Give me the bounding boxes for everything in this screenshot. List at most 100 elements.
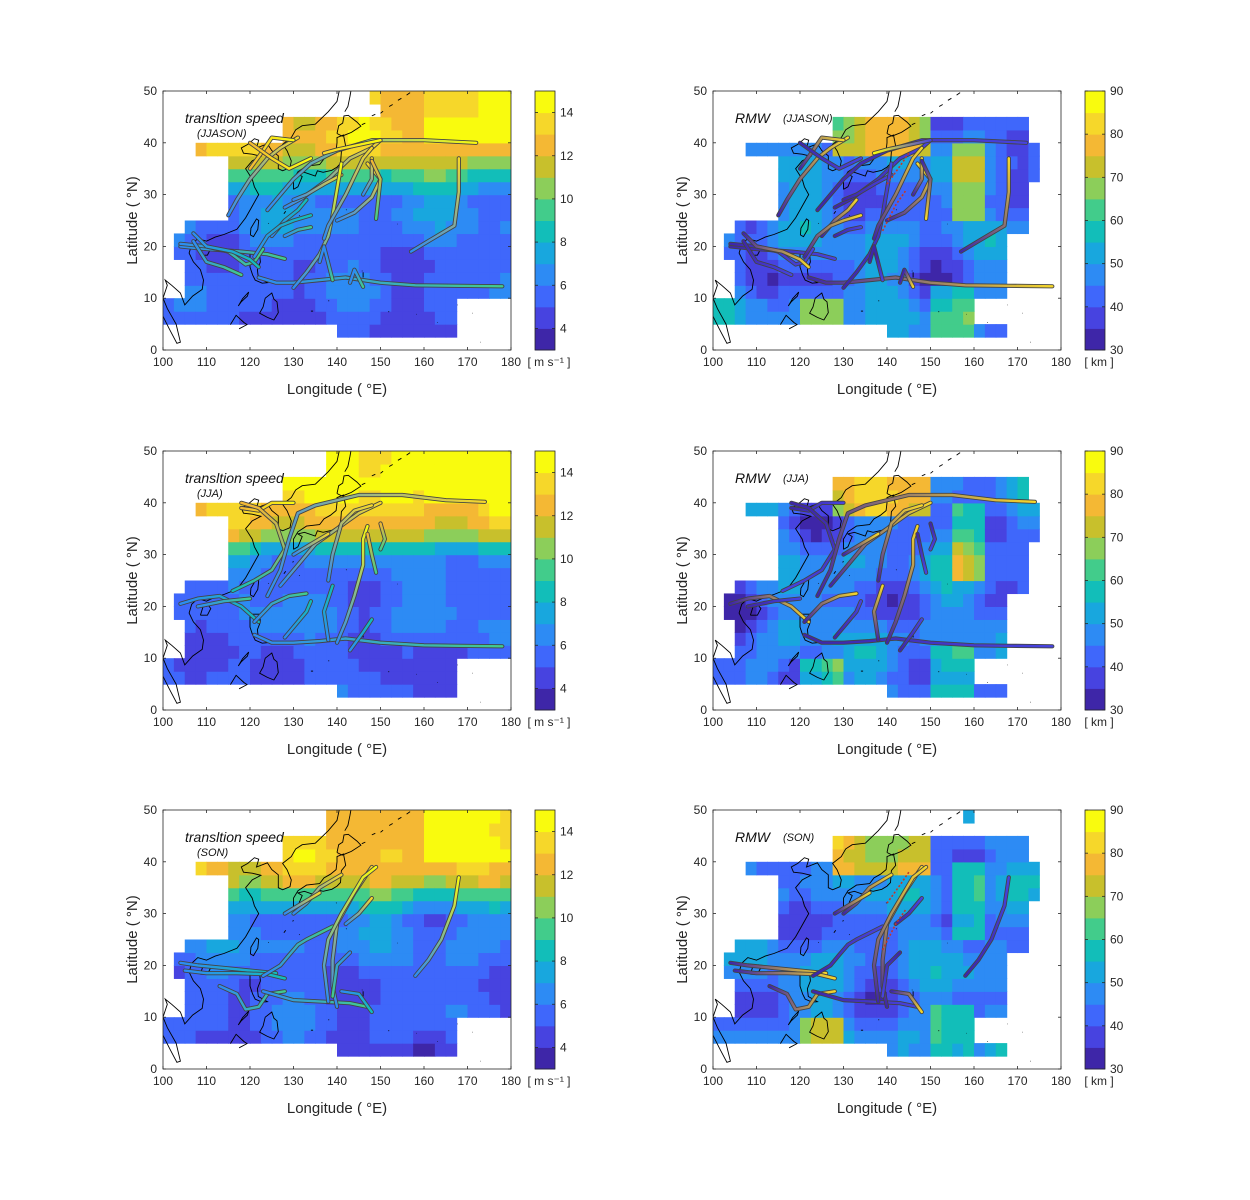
x-tick-label: 150 bbox=[920, 1074, 940, 1088]
panel-title: transltion speed bbox=[185, 110, 285, 126]
y-tick-label: 30 bbox=[144, 548, 158, 562]
colorbar-tick-label: 80 bbox=[1110, 127, 1124, 141]
panel-title: RMW bbox=[735, 110, 772, 126]
x-tick-label: 180 bbox=[501, 1074, 521, 1088]
y-axis-label: Latitude ( °N) bbox=[124, 176, 141, 265]
y-tick-label: 20 bbox=[144, 958, 158, 972]
x-axis-label: Longitude ( °E) bbox=[837, 741, 937, 758]
x-tick-label: 140 bbox=[327, 715, 347, 729]
x-tick-label: 120 bbox=[790, 1074, 810, 1088]
storm-tracks bbox=[178, 135, 505, 290]
map-panel-ts-jjason: 100 110 120 130 140 150 160 170 180 0 10 20 30 40 50 Lo… bbox=[124, 84, 574, 398]
x-tick-label: 140 bbox=[327, 1074, 347, 1088]
map-panel-ts-son: 100 110 120 130 140 150 160 170 180 0 10 20 30 40 50 Lo… bbox=[124, 803, 574, 1117]
y-tick-label: 50 bbox=[694, 84, 708, 98]
colorbar-tick-label: 80 bbox=[1110, 846, 1124, 860]
colorbar-tick-label: 8 bbox=[560, 595, 567, 609]
colorbar-tick-label: 14 bbox=[560, 466, 574, 480]
y-tick-label: 30 bbox=[694, 548, 708, 562]
y-tick-label: 0 bbox=[150, 343, 157, 357]
colorbar-tick-label: 80 bbox=[1110, 487, 1124, 501]
y-tick-label: 10 bbox=[694, 1010, 708, 1024]
x-tick-label: 160 bbox=[964, 1074, 984, 1088]
x-tick-label: 160 bbox=[414, 355, 434, 369]
y-tick-label: 0 bbox=[150, 1062, 157, 1076]
colorbar-tick-label: 14 bbox=[560, 825, 574, 839]
map-panel-ts-jja: 100 110 120 130 140 150 160 170 180 0 10 20 30 40 50 Lo… bbox=[124, 444, 574, 758]
y-tick-label: 20 bbox=[694, 958, 708, 972]
x-tick-label: 120 bbox=[240, 355, 260, 369]
colorbar-tick-label: 70 bbox=[1110, 530, 1124, 544]
x-tick-label: 180 bbox=[1051, 1074, 1071, 1088]
y-tick-label: 20 bbox=[694, 239, 708, 253]
x-tick-label: 170 bbox=[1007, 1074, 1027, 1088]
colorbar-tick-label: 70 bbox=[1110, 889, 1124, 903]
x-tick-label: 130 bbox=[283, 1074, 303, 1088]
colorbar-tick-label: 60 bbox=[1110, 214, 1124, 228]
x-tick-label: 150 bbox=[920, 355, 940, 369]
colorbar: 4 6 8 10 12 14 [ m s⁻¹ ] bbox=[528, 450, 574, 729]
x-tick-label: 130 bbox=[833, 1074, 853, 1088]
panel-title: RMW bbox=[735, 829, 772, 845]
storm-tracks bbox=[728, 135, 1055, 290]
y-tick-label: 30 bbox=[144, 907, 158, 921]
y-tick-label: 0 bbox=[700, 703, 707, 717]
y-tick-label: 10 bbox=[694, 651, 708, 665]
colorbar-tick-label: 90 bbox=[1110, 803, 1124, 817]
panel-title: RMW bbox=[735, 470, 772, 486]
y-tick-label: 50 bbox=[694, 444, 708, 458]
y-tick-label: 0 bbox=[700, 343, 707, 357]
x-tick-label: 170 bbox=[457, 1074, 477, 1088]
x-tick-label: 130 bbox=[833, 355, 853, 369]
colorbar-tick-label: 40 bbox=[1110, 300, 1124, 314]
map-panel-rmw-jjason: 100 110 120 130 140 150 160 170 180 0 10 20 30 40 50 Lo… bbox=[674, 84, 1124, 398]
storm-tracks bbox=[728, 492, 1055, 653]
colorbar-tick-label: 6 bbox=[560, 638, 567, 652]
colorbar-tick-label: 50 bbox=[1110, 976, 1124, 990]
colorbar-tick-label: 4 bbox=[560, 321, 567, 335]
x-tick-label: 150 bbox=[920, 715, 940, 729]
y-tick-label: 10 bbox=[144, 291, 158, 305]
x-tick-label: 140 bbox=[877, 1074, 897, 1088]
y-tick-label: 30 bbox=[694, 188, 708, 202]
x-tick-label: 100 bbox=[153, 1074, 173, 1088]
y-tick-label: 20 bbox=[694, 599, 708, 613]
colorbar-tick-label: 40 bbox=[1110, 660, 1124, 674]
colorbar-tick-label: 14 bbox=[560, 106, 574, 120]
y-tick-label: 0 bbox=[150, 703, 157, 717]
y-axis-label: Latitude ( °N) bbox=[674, 895, 691, 984]
x-axis-label: Longitude ( °E) bbox=[837, 1100, 937, 1117]
y-tick-label: 20 bbox=[144, 239, 158, 253]
x-axis-label: Longitude ( °E) bbox=[287, 1100, 387, 1117]
colorbar: 30 40 50 60 70 80 90 [ km ] bbox=[1084, 803, 1123, 1088]
x-tick-label: 110 bbox=[747, 355, 766, 369]
x-tick-label: 130 bbox=[283, 715, 303, 729]
season-label: (JJA) bbox=[783, 473, 809, 485]
colorbar-tick-label: 40 bbox=[1110, 1019, 1124, 1033]
x-tick-label: 120 bbox=[240, 1074, 260, 1088]
storm-tracks bbox=[728, 864, 1011, 1015]
storm-tracks bbox=[178, 492, 505, 653]
y-tick-label: 10 bbox=[144, 651, 158, 665]
y-tick-label: 40 bbox=[694, 136, 708, 150]
x-tick-label: 100 bbox=[703, 355, 723, 369]
colorbar-unit-label: [ km ] bbox=[1084, 1074, 1113, 1088]
x-tick-label: 160 bbox=[414, 1074, 434, 1088]
map-panel-rmw-jja: 100 110 120 130 140 150 160 170 180 0 10 20 30 40 50 Lo… bbox=[674, 444, 1124, 758]
colorbar-tick-label: 60 bbox=[1110, 933, 1124, 947]
x-tick-label: 160 bbox=[964, 715, 984, 729]
x-tick-label: 180 bbox=[501, 355, 521, 369]
colorbar-unit-label: [ m s⁻¹ ] bbox=[528, 355, 571, 369]
x-tick-label: 120 bbox=[790, 355, 810, 369]
x-tick-label: 140 bbox=[877, 355, 897, 369]
x-tick-label: 140 bbox=[877, 715, 897, 729]
x-tick-label: 170 bbox=[1007, 715, 1027, 729]
y-tick-label: 40 bbox=[144, 496, 158, 510]
colorbar-tick-label: 12 bbox=[560, 868, 574, 882]
y-axis-label: Latitude ( °N) bbox=[674, 536, 691, 625]
colorbar-tick-label: 50 bbox=[1110, 617, 1124, 631]
colorbar-tick-label: 12 bbox=[560, 509, 574, 523]
y-axis-label: Latitude ( °N) bbox=[674, 176, 691, 265]
x-tick-label: 130 bbox=[833, 715, 853, 729]
x-tick-label: 140 bbox=[327, 355, 347, 369]
